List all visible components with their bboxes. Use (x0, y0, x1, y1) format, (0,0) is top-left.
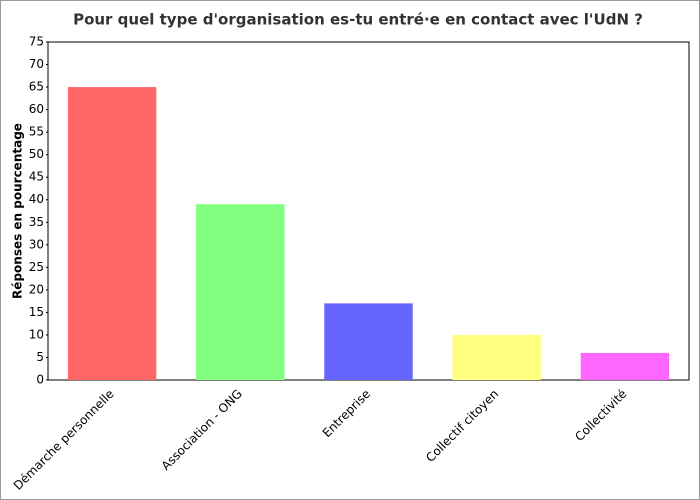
y-tick-label: 10 (29, 327, 44, 341)
y-tick-label: 40 (29, 192, 44, 206)
bar (580, 352, 670, 380)
bar (324, 303, 413, 380)
bar (452, 334, 541, 380)
y-tick-label: 15 (29, 305, 44, 319)
y-tick-label: 0 (36, 373, 44, 387)
bar (67, 87, 157, 381)
y-tick-label: 25 (29, 260, 44, 274)
y-tick-label: 75 (29, 35, 44, 49)
y-tick-label: 30 (29, 237, 44, 251)
y-tick-label: 70 (29, 57, 44, 71)
y-tick-label: 20 (29, 282, 44, 296)
chart-title: Pour quel type d'organisation es-tu entr… (73, 11, 643, 29)
y-tick-label: 45 (29, 170, 44, 184)
y-tick-label: 35 (29, 215, 44, 229)
y-tick-label: 5 (36, 350, 44, 364)
y-tick-label: 65 (29, 80, 44, 94)
y-tick-label: 50 (29, 147, 44, 161)
bar (196, 204, 285, 380)
y-tick-label: 60 (29, 102, 44, 116)
y-tick-label: 55 (29, 125, 44, 139)
y-axis-label: Réponses en pourcentage (11, 123, 25, 299)
